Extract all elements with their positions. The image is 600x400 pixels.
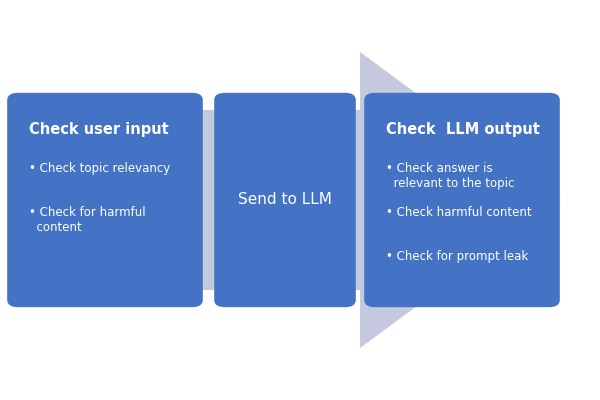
Text: Check  LLM output: Check LLM output <box>386 122 539 137</box>
Text: • Check topic relevancy: • Check topic relevancy <box>29 162 170 175</box>
Text: Send to LLM: Send to LLM <box>238 192 332 208</box>
FancyBboxPatch shape <box>364 93 560 307</box>
Text: • Check for prompt leak: • Check for prompt leak <box>386 250 528 263</box>
Text: • Check harmful content: • Check harmful content <box>386 206 532 219</box>
Text: • Check for harmful
  content: • Check for harmful content <box>29 206 145 234</box>
FancyBboxPatch shape <box>214 93 356 307</box>
Text: • Check answer is
  relevant to the topic: • Check answer is relevant to the topic <box>386 162 514 190</box>
FancyBboxPatch shape <box>7 93 203 307</box>
Polygon shape <box>45 52 561 348</box>
Text: Check user input: Check user input <box>29 122 169 137</box>
